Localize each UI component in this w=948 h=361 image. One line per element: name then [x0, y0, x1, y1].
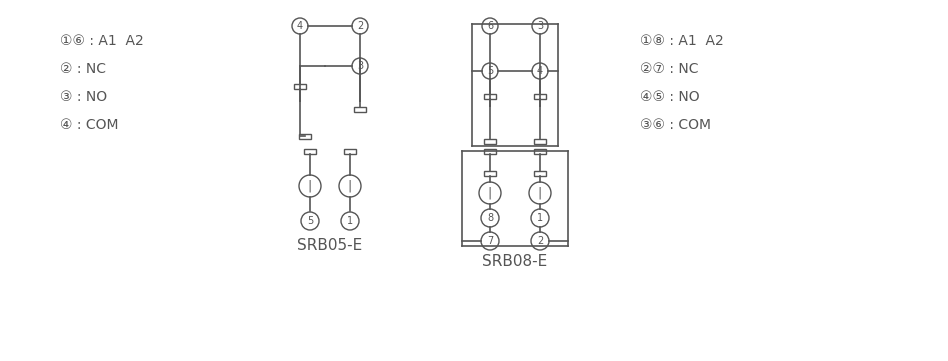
- Text: 2: 2: [537, 236, 543, 246]
- Text: 5: 5: [487, 66, 493, 76]
- Bar: [534, 139, 546, 144]
- Text: ①⑧ : A1  A2: ①⑧ : A1 A2: [640, 34, 723, 48]
- Text: 2: 2: [356, 21, 363, 31]
- Text: ② : NC: ② : NC: [60, 62, 106, 76]
- Bar: [534, 93, 546, 99]
- Bar: [484, 139, 496, 144]
- Text: |: |: [308, 179, 312, 192]
- Text: 1: 1: [537, 213, 543, 223]
- Text: 6: 6: [487, 21, 493, 31]
- Text: 4: 4: [537, 66, 543, 76]
- Text: 7: 7: [487, 236, 493, 246]
- Bar: [484, 93, 496, 99]
- Bar: [534, 148, 546, 153]
- Text: ①⑥ : A1  A2: ①⑥ : A1 A2: [60, 34, 144, 48]
- Text: ②⑦ : NC: ②⑦ : NC: [640, 62, 699, 76]
- Text: ④⑤ : NO: ④⑤ : NO: [640, 90, 700, 104]
- Text: 3: 3: [537, 21, 543, 31]
- Text: 5: 5: [307, 216, 313, 226]
- Bar: [294, 83, 306, 88]
- Bar: [484, 170, 496, 175]
- Text: 4: 4: [297, 21, 303, 31]
- Text: ④ : COM: ④ : COM: [60, 118, 118, 132]
- Bar: [344, 148, 356, 153]
- Bar: [534, 170, 546, 175]
- Text: ③⑥ : COM: ③⑥ : COM: [640, 118, 711, 132]
- Text: ③ : NO: ③ : NO: [60, 90, 107, 104]
- Text: SRB08-E: SRB08-E: [483, 253, 548, 269]
- Text: 3: 3: [357, 61, 363, 71]
- Text: 1: 1: [347, 216, 353, 226]
- Text: |: |: [538, 187, 542, 200]
- Bar: [354, 106, 366, 112]
- Text: 8: 8: [487, 213, 493, 223]
- Text: |: |: [348, 179, 352, 192]
- Text: SRB05-E: SRB05-E: [298, 239, 363, 253]
- Text: |: |: [488, 187, 492, 200]
- Bar: [299, 134, 311, 139]
- Bar: [484, 148, 496, 153]
- Bar: [304, 148, 316, 153]
